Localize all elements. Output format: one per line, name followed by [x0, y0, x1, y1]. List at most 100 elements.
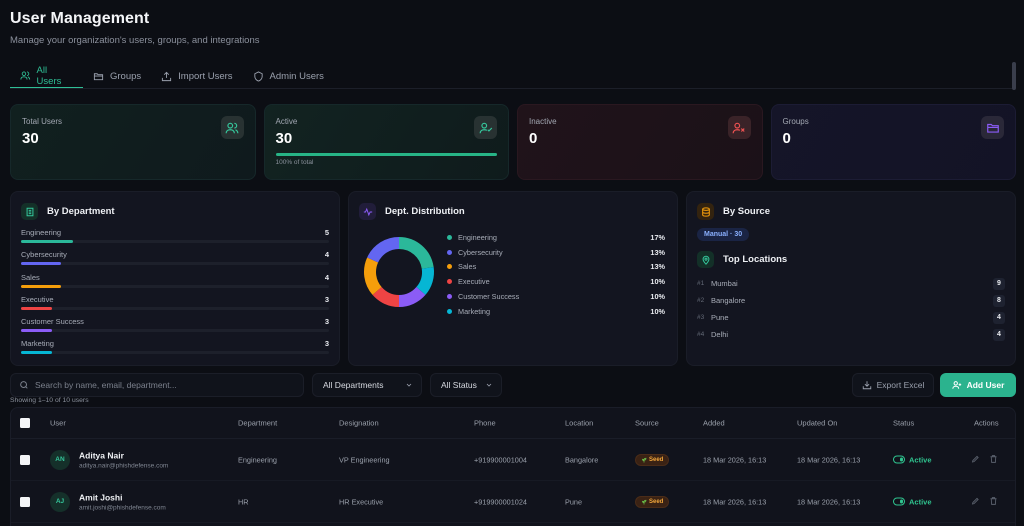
stat-label: Active	[275, 117, 298, 126]
designation-cell: HR Executive	[339, 497, 384, 506]
row-checkbox[interactable]	[20, 454, 30, 465]
tab-label: Admin Users	[269, 70, 324, 82]
user-check-icon	[474, 116, 497, 139]
add-user-button[interactable]: Add User	[940, 373, 1016, 397]
department-row: Cybersecurity 4	[21, 250, 329, 272]
legend-item: Engineering 17%	[447, 230, 665, 245]
tab-groups[interactable]: Groups	[83, 64, 151, 88]
delete-button[interactable]	[989, 454, 998, 465]
designation-cell: VP Engineering	[339, 455, 390, 464]
location-cell: Pune	[565, 497, 583, 506]
donut-slice	[416, 267, 434, 295]
col-header-phone[interactable]: Phone	[474, 418, 496, 428]
user-cell[interactable]: Aditya Nair aditya.nair@phishdefense.com	[79, 450, 168, 469]
department-filter-select[interactable]: All Departments	[312, 373, 422, 397]
department-count: 5	[324, 228, 329, 237]
stat-value: 0	[529, 130, 538, 147]
location-rank: #4	[697, 331, 705, 338]
department-list: Engineering 5 Cybersecurity 4 Sales 4 Ex…	[21, 228, 329, 362]
status-toggle[interactable]: Active	[893, 455, 932, 464]
tab-bar: All Users Groups Import Users Admin User…	[10, 64, 1012, 89]
col-header-designation[interactable]: Designation	[339, 418, 379, 428]
department-bar-track	[21, 306, 329, 310]
donut-slice	[398, 286, 426, 307]
select-all-checkbox[interactable]	[20, 418, 30, 428]
department-name: Engineering	[21, 228, 62, 237]
location-rank: #3	[697, 314, 705, 321]
user-cell[interactable]: Amit Joshi amit.joshi@phishdefense.com	[79, 492, 166, 511]
panel-title: Dept. Distribution	[385, 206, 465, 217]
location-count: 9	[993, 277, 1005, 290]
folder-icon	[93, 72, 104, 80]
department-count: 3	[324, 339, 329, 349]
legend-label: Cybersecurity	[458, 247, 503, 257]
status-toggle[interactable]: Active	[893, 497, 932, 506]
col-header-department[interactable]: Department	[238, 418, 278, 428]
users-icon	[20, 71, 31, 80]
phone-cell: +919900001004	[474, 455, 527, 464]
database-icon	[697, 203, 714, 220]
user-email: aditya.nair@phishdefense.com	[79, 462, 169, 469]
scrollbar-thumb[interactable]	[1012, 62, 1016, 90]
location-name: Mumbai	[711, 279, 738, 288]
panel-title: By Department	[47, 206, 115, 217]
search-icon	[20, 381, 28, 389]
legend-item: Customer Success 10%	[447, 289, 665, 304]
delete-button[interactable]	[989, 496, 998, 507]
search-input[interactable]	[35, 380, 285, 390]
location-count: 4	[993, 328, 1005, 341]
building-icon	[21, 203, 38, 220]
department-row: Sales 4	[21, 273, 329, 295]
col-header-updated-on[interactable]: Updated On	[797, 418, 838, 428]
department-name: Marketing	[21, 339, 54, 349]
location-name: Bangalore	[711, 296, 746, 305]
department-row: Executive 3	[21, 295, 329, 317]
search-box[interactable]	[10, 373, 304, 397]
phone-cell: +919900001024	[474, 497, 527, 506]
legend-item: Marketing 10%	[447, 304, 665, 319]
status-filter-select[interactable]: All Status	[430, 373, 502, 397]
table-row[interactable]: AJ Amit Joshi amit.joshi@phishdefense.co…	[11, 481, 1015, 523]
department-bar-fill	[21, 262, 62, 266]
tab-admin-users[interactable]: Admin Users	[243, 64, 334, 88]
department-bar-fill	[21, 284, 62, 288]
stat-value: 30	[275, 130, 293, 147]
legend-percent: 10%	[650, 277, 665, 287]
stat-label: Groups	[782, 117, 809, 126]
location-rank: #2	[697, 297, 705, 304]
department-count: 4	[324, 272, 329, 282]
tab-import-users[interactable]: Import Users	[151, 64, 242, 88]
edit-button[interactable]	[971, 496, 980, 507]
trash-icon	[990, 454, 997, 463]
pencil-icon	[971, 455, 979, 463]
toggle-icon	[893, 497, 905, 506]
results-count: Showing 1–10 of 10 users	[10, 397, 89, 404]
sprout-icon	[642, 499, 647, 504]
donut-chart	[364, 237, 434, 307]
col-header-user[interactable]: User	[50, 418, 66, 428]
edit-button[interactable]	[971, 454, 980, 465]
dept-distribution-panel: Dept. Distribution Engineering 17% Cyber…	[348, 191, 678, 366]
legend-label: Executive	[458, 277, 490, 287]
row-checkbox[interactable]	[20, 496, 30, 507]
col-header-location[interactable]: Location	[565, 418, 594, 428]
col-header-source[interactable]: Source	[635, 418, 659, 428]
export-excel-button[interactable]: Export Excel	[852, 373, 934, 397]
col-header-added[interactable]: Added	[703, 418, 725, 428]
department-row: Customer Success 3	[21, 317, 329, 339]
updated-cell: 18 Mar 2026, 16:13	[797, 497, 861, 506]
legend-label: Customer Success	[458, 292, 520, 302]
avatar: AN	[50, 449, 70, 470]
location-name: Delhi	[711, 330, 729, 339]
table-row[interactable]: AN Aditya Nair aditya.nair@phishdefense.…	[11, 439, 1015, 481]
tab-all-users[interactable]: All Users	[10, 64, 83, 88]
stat-card-active: Active 30 100% of total	[263, 104, 509, 180]
active-progress-bar	[275, 153, 497, 156]
donut-slice	[398, 237, 434, 270]
location-count: 8	[993, 294, 1005, 307]
col-header-status[interactable]: Status	[893, 418, 915, 428]
stat-label: Inactive	[529, 117, 557, 126]
legend-percent: 10%	[650, 306, 665, 316]
page-title: User Management	[10, 10, 150, 27]
legend-dot	[447, 294, 452, 300]
